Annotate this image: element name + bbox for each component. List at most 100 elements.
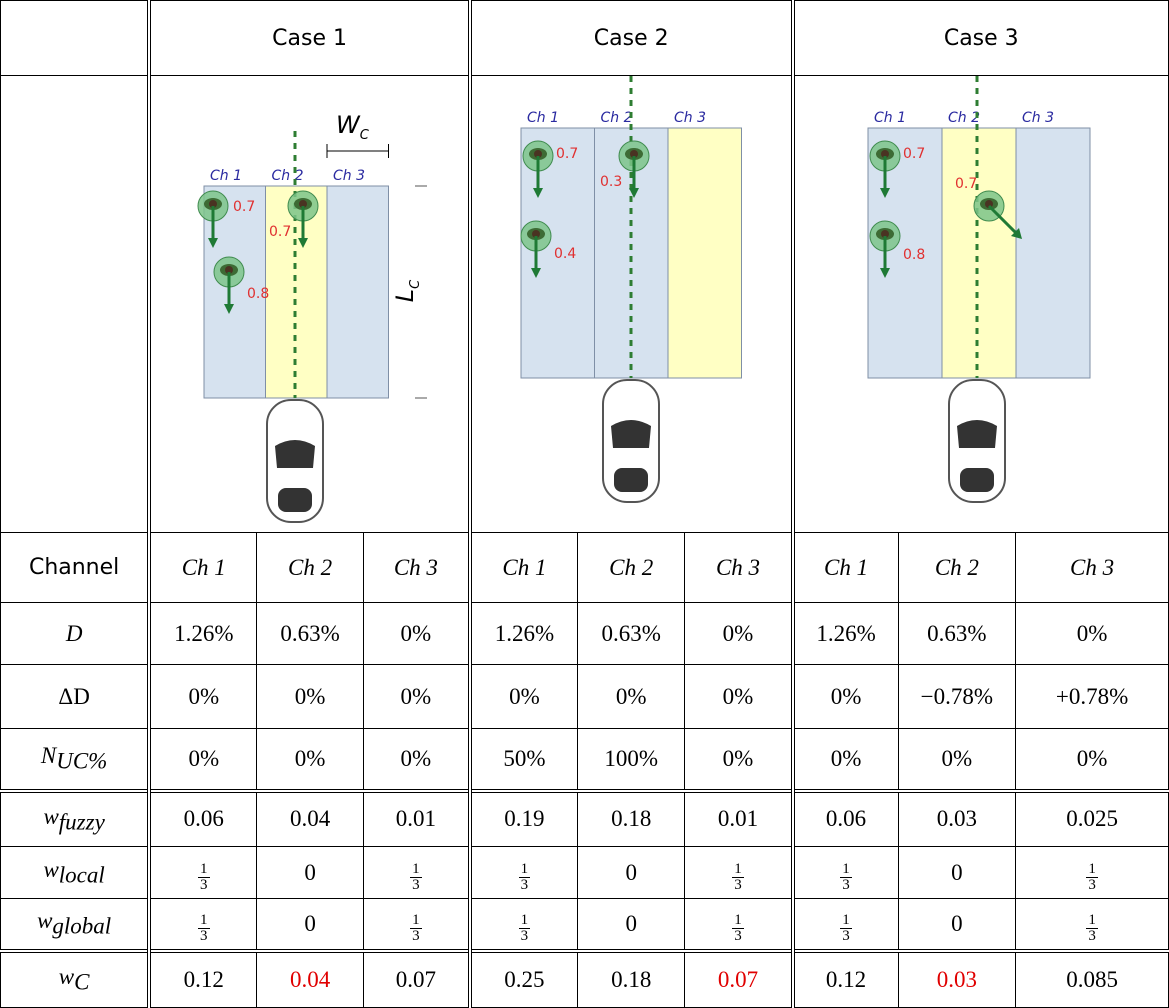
numerator: 1 xyxy=(840,860,852,878)
value-cell: 0% xyxy=(362,664,471,729)
numerator: 1 xyxy=(410,911,422,929)
row-subscript: fuzzy xyxy=(58,808,105,834)
pedestrian xyxy=(869,140,901,198)
value-cell: 0 xyxy=(576,898,686,951)
value-cell: Ch 3 xyxy=(684,532,794,603)
value-cell: 0.01 xyxy=(362,788,471,847)
cell-text: 1.26% xyxy=(816,620,876,646)
value-cell: 0.085 xyxy=(1015,948,1169,1008)
pedestrian xyxy=(618,140,650,198)
probability-label: 0.7 xyxy=(903,146,925,162)
cell-text: 0% xyxy=(615,683,647,709)
corner-cell xyxy=(0,0,150,76)
cell-text: 100% xyxy=(604,745,659,771)
case-diagram: Ch 1 Ch 2 Ch 3 0.7 0.7 0.8 xyxy=(867,76,1091,503)
value-cell: Ch 1 xyxy=(467,532,578,603)
cell-text: 0.085 xyxy=(1066,966,1118,992)
denominator: 3 xyxy=(200,876,208,893)
pedestrian xyxy=(522,140,554,198)
arrow-head xyxy=(628,188,639,198)
arrow-head xyxy=(532,188,543,198)
car-windshield xyxy=(610,420,651,448)
cell-text: 0% xyxy=(1076,745,1108,771)
value-cell: 0% xyxy=(684,664,794,729)
car-windshield xyxy=(956,420,997,448)
pedestrian xyxy=(287,190,319,248)
cell-text: −0.78% xyxy=(920,683,994,709)
value-cell: 0% xyxy=(790,664,899,729)
channel-area xyxy=(667,127,742,379)
row-symbol: w xyxy=(43,803,59,829)
table-row: NUC% 0% 0% 0% 50% 100% 0% 0% 0% 0% xyxy=(0,728,1169,791)
probability-label: 0.4 xyxy=(554,246,576,262)
table-row: D 1.26% 0.63% 0% 1.26% 0.63% 0% 1.26% 0.63% 0% xyxy=(0,602,1169,665)
row-label: D xyxy=(0,602,150,665)
case-diagram: Ch 1 Ch 2 Ch 3 0.7 0.3 0.4 xyxy=(520,76,742,503)
row-label: wglobal xyxy=(0,898,150,951)
cell-text: 0% xyxy=(294,745,326,771)
arrow-head xyxy=(208,238,219,248)
probability-label: 0.7 xyxy=(556,146,578,162)
value-cell: 0.06 xyxy=(790,788,899,847)
value-cell: −0.78% xyxy=(897,664,1017,729)
cell-text: 0% xyxy=(188,745,220,771)
numerator: 1 xyxy=(198,860,210,878)
numerator: 1 xyxy=(1086,860,1098,878)
pedestrian xyxy=(973,190,1022,239)
cell-text: 0.06 xyxy=(825,806,867,832)
cell-text: 0% xyxy=(400,683,432,709)
car-rear-window xyxy=(959,468,994,492)
highlighted-value: 0.03 xyxy=(936,966,977,992)
denominator: 3 xyxy=(412,927,420,944)
cell-text: 0.18 xyxy=(611,806,652,832)
probability-label: 0.8 xyxy=(247,286,269,302)
row-label: wfuzzy xyxy=(0,788,150,847)
numerator: 1 xyxy=(1086,911,1098,929)
cell-text: 0.07 xyxy=(395,966,436,992)
channel-label: Ch 2 xyxy=(600,110,632,126)
row-subscript: UC% xyxy=(56,748,108,774)
value-cell: 50% xyxy=(467,728,578,791)
cell-text: 0% xyxy=(400,620,432,646)
value-cell: 0.03 xyxy=(897,788,1017,847)
cell-text: 0.04 xyxy=(289,806,331,832)
value-cell: 0% xyxy=(790,728,899,791)
denominator: 3 xyxy=(1088,927,1096,944)
value-cell: Ch 1 xyxy=(147,532,258,603)
probability-label: 0.7 xyxy=(955,176,977,192)
value-cell: 0.04 xyxy=(256,948,364,1008)
value-cell: 0.18 xyxy=(576,948,686,1008)
row-symbol: w xyxy=(37,908,53,934)
value-cell: 0% xyxy=(256,664,364,729)
diagram-cell: Ch 1 Ch 2 Ch 3 0.7 0.3 0.4 xyxy=(467,75,794,533)
value-cell: Ch 1 xyxy=(790,532,899,603)
row-subscript: C xyxy=(74,969,90,995)
channel-area xyxy=(326,185,390,399)
cell-text: 0% xyxy=(400,745,432,771)
cell-text: 0% xyxy=(294,683,326,709)
cell-text: 0.03 xyxy=(936,806,977,832)
value-cell: 0% xyxy=(256,728,364,791)
numerator: 1 xyxy=(410,860,422,878)
channel-label: Ch 2 xyxy=(948,110,980,126)
pedestrian-head xyxy=(531,230,540,238)
pedestrian-head xyxy=(880,230,889,238)
motion-arrow xyxy=(987,204,1020,238)
value-cell: Ch 2 xyxy=(256,532,364,603)
value-cell: 0 xyxy=(256,846,364,899)
pedestrian xyxy=(197,190,229,248)
channel-label: Ch 3 xyxy=(1022,110,1054,126)
cell-text: Ch 2 xyxy=(288,554,333,580)
cell-text: Ch 2 xyxy=(609,554,654,580)
value-cell: 0 xyxy=(897,898,1017,951)
